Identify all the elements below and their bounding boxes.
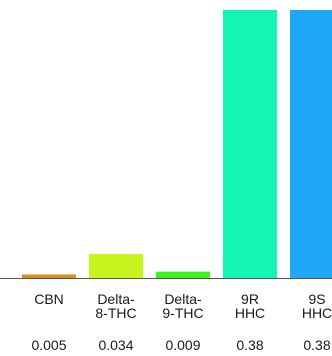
- category-label-4-line-1: HHC: [302, 305, 332, 321]
- bar-2: [156, 271, 210, 278]
- category-label-1-line-1: 8-THC: [95, 305, 136, 321]
- value-label-4: 0.38: [303, 337, 330, 353]
- bar-1: [89, 254, 143, 278]
- category-label-3-line-0: 9R: [241, 291, 259, 307]
- value-label-2: 0.009: [165, 337, 200, 353]
- category-label-3-line-1: HHC: [235, 305, 265, 321]
- bar-0: [22, 274, 76, 278]
- category-label-1-line-0: Delta-: [97, 291, 135, 307]
- value-label-1: 0.034: [98, 337, 133, 353]
- category-label-2-line-0: Delta-: [164, 291, 202, 307]
- category-label-4-line-0: 9S: [308, 291, 325, 307]
- value-label-3: 0.38: [236, 337, 263, 353]
- category-label-2-line-1: 9-THC: [162, 305, 203, 321]
- category-label-0-line-0: CBN: [34, 291, 64, 307]
- bar-3: [223, 10, 277, 278]
- value-label-0: 0.005: [31, 337, 66, 353]
- bar-4: [290, 10, 332, 278]
